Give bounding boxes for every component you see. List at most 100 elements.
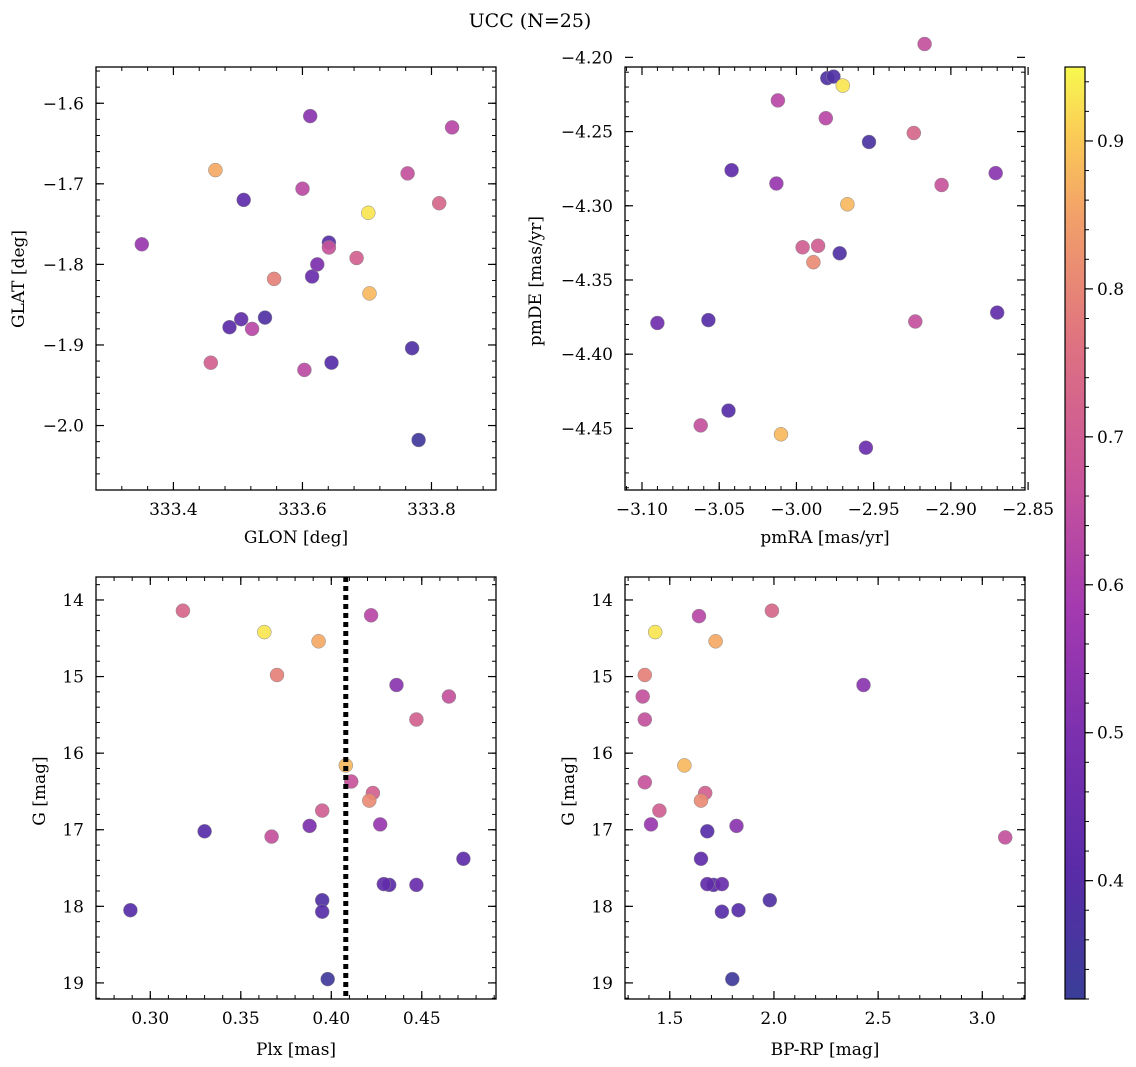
g-vs-plx-point bbox=[320, 971, 335, 987]
g-vs-bprp-y-tick-label: 15 bbox=[591, 668, 613, 688]
colorbar-tick-label: 0.5 bbox=[1097, 724, 1124, 744]
pmde-vs-pmra-x-tick-label: −2.95 bbox=[848, 500, 900, 520]
glat-vs-glon-point bbox=[349, 250, 364, 266]
g-vs-bprp-point bbox=[635, 689, 650, 704]
g-vs-bprp-x-tick-label: 2.5 bbox=[865, 1009, 892, 1029]
colorbar-ticks: 0.4 0.5 0.6 0.7 0.8 0.9 bbox=[1085, 81, 1124, 1000]
g-vs-plx-y-tick-label: 18 bbox=[62, 897, 84, 917]
g-vs-bprp-point bbox=[764, 603, 780, 618]
g-vs-bprp-point bbox=[700, 824, 715, 839]
g-vs-plx-x-tick-label: 0.35 bbox=[222, 1009, 260, 1029]
colorbar-gradient bbox=[1064, 66, 1086, 1000]
glat-vs-glon-y-tick-label: −1.9 bbox=[43, 336, 84, 356]
pmde-vs-pmra-point bbox=[806, 254, 821, 270]
bprp-axis-label: BP-RP [mag] bbox=[771, 1040, 880, 1060]
glat-vs-glon-point bbox=[404, 340, 420, 356]
pmde-vs-pmra-point bbox=[988, 165, 1003, 181]
g-vs-plx-x-tick-label: 0.40 bbox=[312, 1009, 350, 1029]
glat-vs-glon-point bbox=[400, 166, 415, 181]
pmde-vs-pmra-point bbox=[989, 305, 1005, 320]
glat-vs-glon-point bbox=[321, 240, 337, 255]
pmde-vs-pmra-x-tick-label: −3.10 bbox=[616, 500, 668, 520]
glat-vs-glon-x-tick-label: 333.4 bbox=[149, 500, 198, 520]
g-vs-plx-point bbox=[197, 824, 212, 839]
glat-vs-glon-point bbox=[134, 237, 150, 252]
g-vs-plx-point bbox=[389, 677, 404, 693]
g-vs-bprp-point bbox=[725, 971, 740, 987]
g-vs-plx-point bbox=[441, 689, 457, 704]
g-vs-bprp-point bbox=[637, 775, 653, 790]
glat-vs-glon-y-tick-label: −1.7 bbox=[43, 175, 84, 195]
g-vs-bprp-axes: 1.5 2.0 2.5 3.0 14 15 16 17 18 19 bbox=[591, 576, 1026, 1029]
g-vs-plx-point bbox=[409, 712, 424, 727]
g-vs-plx-point bbox=[269, 667, 285, 683]
g-vs-bprp-point bbox=[729, 818, 744, 834]
glat-vs-glon-point bbox=[310, 257, 325, 272]
g-vs-bprp-point bbox=[714, 904, 730, 919]
colorbar-tick-label: 0.6 bbox=[1097, 576, 1124, 596]
glat-vs-glon-point bbox=[257, 310, 273, 325]
pmde-vs-pmra-point bbox=[810, 238, 826, 254]
pmde-vs-pmra-point bbox=[906, 125, 922, 141]
g-vs-bprp-point bbox=[708, 634, 723, 649]
pmde-vs-pmra-x-tick-label: −3.00 bbox=[770, 500, 822, 520]
glat-vs-glon-y-tick-label: −1.6 bbox=[43, 94, 84, 114]
pmde-vs-pmra-frame bbox=[624, 66, 1026, 491]
glat-vs-glon-point bbox=[302, 108, 318, 124]
glat-vs-glon-point bbox=[295, 181, 310, 196]
pmde-vs-pmra-point bbox=[832, 246, 847, 261]
glat-vs-glon-y-tick-label: −1.8 bbox=[43, 255, 84, 275]
g-vs-bprp-point bbox=[762, 892, 778, 908]
g-vs-bprp-point bbox=[643, 817, 659, 832]
glat-vs-glon-point bbox=[431, 195, 447, 211]
g-vs-bprp-x-tick-label: 3.0 bbox=[969, 1009, 996, 1029]
pmde-vs-pmra-axes: −3.10 −3.05 −3.00 −2.95 −2.90 −2.85 −4.20 −4.25… bbox=[561, 48, 1054, 520]
g-vs-plx-point bbox=[409, 877, 424, 893]
g-vs-bprp-points bbox=[635, 603, 1013, 987]
g-vs-bprp-x-tick-label: 1.5 bbox=[656, 1009, 683, 1029]
g-vs-bprp-point bbox=[652, 803, 667, 818]
glat-vs-glon-point bbox=[304, 269, 320, 284]
glat-vs-glon-point bbox=[208, 162, 223, 178]
plx-axis-label: Plx [mas] bbox=[256, 1040, 336, 1060]
g-vs-bprp-y-tick-label: 17 bbox=[591, 821, 613, 841]
glat-axis-label: GLAT [deg] bbox=[9, 230, 29, 328]
g-vs-bprp-point bbox=[693, 793, 709, 808]
pmde-vs-pmra-x-tick-label: −2.85 bbox=[1002, 500, 1054, 520]
g-vs-bprp-point bbox=[693, 851, 709, 867]
colorbar-tick-label: 0.9 bbox=[1097, 132, 1124, 152]
pmde-vs-pmra-point bbox=[861, 134, 877, 150]
g-vs-plx-point bbox=[123, 902, 138, 918]
pmde-vs-pmra-point bbox=[769, 176, 784, 191]
pmde-vs-pmra-y-tick-label: −4.40 bbox=[561, 345, 613, 365]
pmde-vs-pmra-y-tick-label: −4.35 bbox=[561, 271, 613, 291]
g-vs-bprp-y-tick-label: 16 bbox=[591, 744, 613, 764]
g-axis-label-right: G [mag] bbox=[559, 756, 579, 825]
glat-vs-glon-point bbox=[362, 286, 377, 301]
pmde-vs-pmra-point bbox=[770, 93, 786, 108]
g-vs-bprp-point bbox=[691, 608, 707, 624]
g-vs-bprp-point bbox=[856, 677, 871, 693]
g-vs-plx-point bbox=[175, 603, 191, 618]
figure-title: UCC (N=25) bbox=[469, 10, 592, 32]
glat-vs-glon-frame bbox=[95, 66, 497, 491]
glat-vs-glon-point bbox=[411, 432, 426, 448]
g-vs-plx-point bbox=[376, 876, 392, 892]
g-vs-plx-point bbox=[302, 818, 317, 834]
glat-vs-glon-point bbox=[266, 271, 282, 287]
glat-vs-glon-axes: 333.4 333.6 333.8 −1.6 −1.7 −1.8 −1.9 −2.0 bbox=[43, 66, 497, 520]
pmde-vs-pmra-point bbox=[818, 110, 834, 126]
pmde-vs-pmra-point bbox=[917, 36, 932, 52]
g-vs-plx-panel: 0.30 0.35 0.40 0.45 14 15 16 17 18 19 Plx [mas] G… bbox=[30, 576, 497, 1060]
g-vs-bprp-point bbox=[731, 902, 746, 918]
g-vs-plx-point bbox=[314, 904, 330, 919]
pmde-vs-pmra-point bbox=[721, 403, 736, 418]
glat-vs-glon-x-tick-label: 333.6 bbox=[278, 500, 327, 520]
g-vs-bprp-panel: 1.5 2.0 2.5 3.0 14 15 16 17 18 19 BP-RP [mag] G [… bbox=[559, 576, 1026, 1060]
g-vs-plx-points bbox=[123, 603, 471, 987]
glat-vs-glon-point bbox=[444, 120, 460, 135]
glat-vs-glon-point bbox=[324, 355, 339, 370]
pmde-vs-pmra-y-tick-label: −4.45 bbox=[561, 419, 613, 439]
g-vs-bprp-point bbox=[700, 876, 715, 892]
g-vs-plx-point bbox=[363, 608, 379, 623]
